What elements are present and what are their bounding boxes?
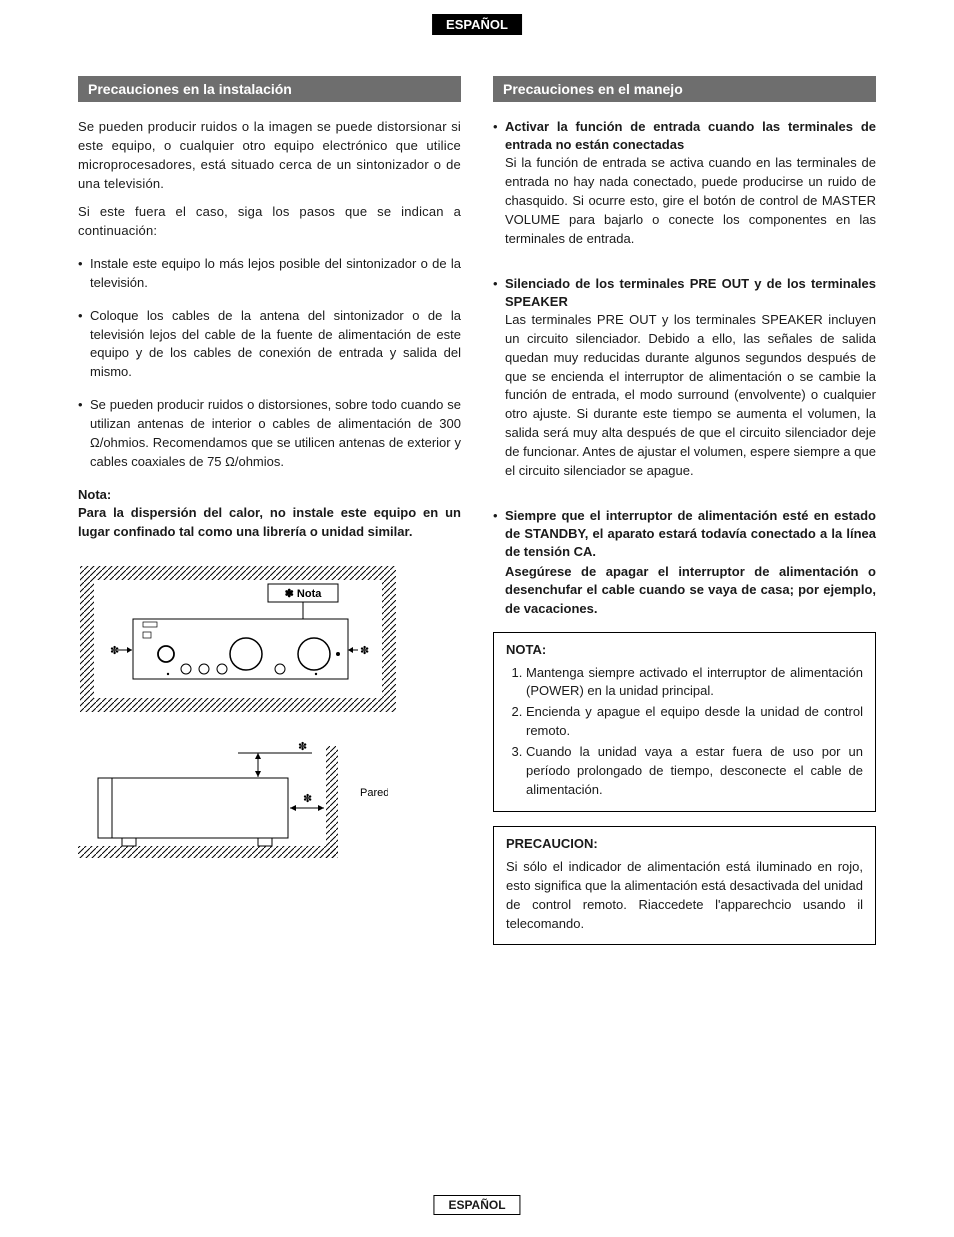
- bullet-icon: •: [493, 275, 505, 493]
- column-left: Precauciones en la instalación Se pueden…: [78, 76, 461, 945]
- installation-diagram-side: ✽ ✽ Pared: [78, 728, 461, 868]
- bullet-text: Coloque los cables de la antena del sint…: [90, 307, 461, 382]
- bullet-icon: •: [78, 255, 90, 293]
- precaucion-box: PRECAUCION: Si sólo el indicador de alim…: [493, 826, 876, 944]
- section-title-handling: Precauciones en el manejo: [493, 76, 876, 102]
- bullet-icon: •: [493, 118, 505, 261]
- bullet-icon: •: [78, 307, 90, 382]
- nota-label: Nota:: [78, 486, 461, 505]
- nota-box-list: Mantenga siempre activado el interruptor…: [506, 664, 863, 800]
- mark-left-icon: ✽: [110, 645, 119, 657]
- nota-box-li-1: Mantenga siempre activado el interruptor…: [526, 664, 863, 702]
- bullet-text: Instale este equipo lo más lejos posible…: [90, 255, 461, 293]
- left-intro-1: Se pueden producir ruidos o la imagen se…: [78, 118, 461, 193]
- right-item-3: • Siempre que el interruptor de alimenta…: [493, 507, 876, 618]
- language-badge-footer: ESPAÑOL: [433, 1195, 520, 1215]
- left-bullet-2: • Coloque los cables de la antena del si…: [78, 307, 461, 382]
- right-item-2-head: Silenciado de los terminales PRE OUT y d…: [505, 275, 876, 311]
- nota-box-title: NOTA:: [506, 641, 863, 660]
- right-item-3-body: Asegúrese de apagar el interruptor de al…: [505, 563, 876, 618]
- diagram-side-svg: ✽ ✽ Pared: [78, 728, 388, 868]
- diagram-nota-callout: ✽ Nota: [285, 588, 323, 600]
- pared-label: Pared: [360, 787, 388, 799]
- diagram-front-svg: ✽ Nota: [78, 564, 398, 714]
- mark-rear-icon: ✽: [303, 793, 312, 805]
- content-columns: Precauciones en la instalación Se pueden…: [78, 76, 876, 945]
- column-right: Precauciones en el manejo • Activar la f…: [493, 76, 876, 945]
- section-title-installation: Precauciones en la instalación: [78, 76, 461, 102]
- mark-top-icon: ✽: [298, 741, 307, 753]
- right-item-3-head: Siempre que el interruptor de alimentaci…: [505, 507, 876, 562]
- bullet-icon: •: [78, 396, 90, 471]
- left-intro-2: Si este fuera el caso, siga los pasos qu…: [78, 203, 461, 241]
- page: ESPAÑOL Precauciones en la instalación S…: [0, 0, 954, 1237]
- precaucion-box-body: Si sólo el indicador de alimentación est…: [506, 858, 863, 933]
- right-item-2-body: Las terminales PRE OUT y los terminales …: [505, 311, 876, 481]
- mark-right-icon: ✽: [360, 645, 369, 657]
- nota-body: Para la dispersión del calor, no instale…: [78, 504, 461, 542]
- left-bullet-1: • Instale este equipo lo más lejos posib…: [78, 255, 461, 293]
- bullet-icon: •: [493, 507, 505, 618]
- left-bullet-3: • Se pueden producir ruidos o distorsion…: [78, 396, 461, 471]
- right-item-2: • Silenciado de los terminales PRE OUT y…: [493, 275, 876, 493]
- nota-box-li-3: Cuando la unidad vaya a estar fuera de u…: [526, 743, 863, 800]
- nota-box: NOTA: Mantenga siempre activado el inter…: [493, 632, 876, 813]
- language-badge-top: ESPAÑOL: [432, 14, 522, 35]
- nota-box-li-2: Encienda y apague el equipo desde la uni…: [526, 703, 863, 741]
- precaucion-box-title: PRECAUCION:: [506, 835, 863, 854]
- installation-diagram-front: ✽ Nota: [78, 564, 461, 714]
- bullet-text: Se pueden producir ruidos o distorsiones…: [90, 396, 461, 471]
- right-item-1: • Activar la función de entrada cuando l…: [493, 118, 876, 261]
- right-item-1-body: Si la función de entrada se activa cuand…: [505, 154, 876, 248]
- right-item-1-head: Activar la función de entrada cuando las…: [505, 118, 876, 154]
